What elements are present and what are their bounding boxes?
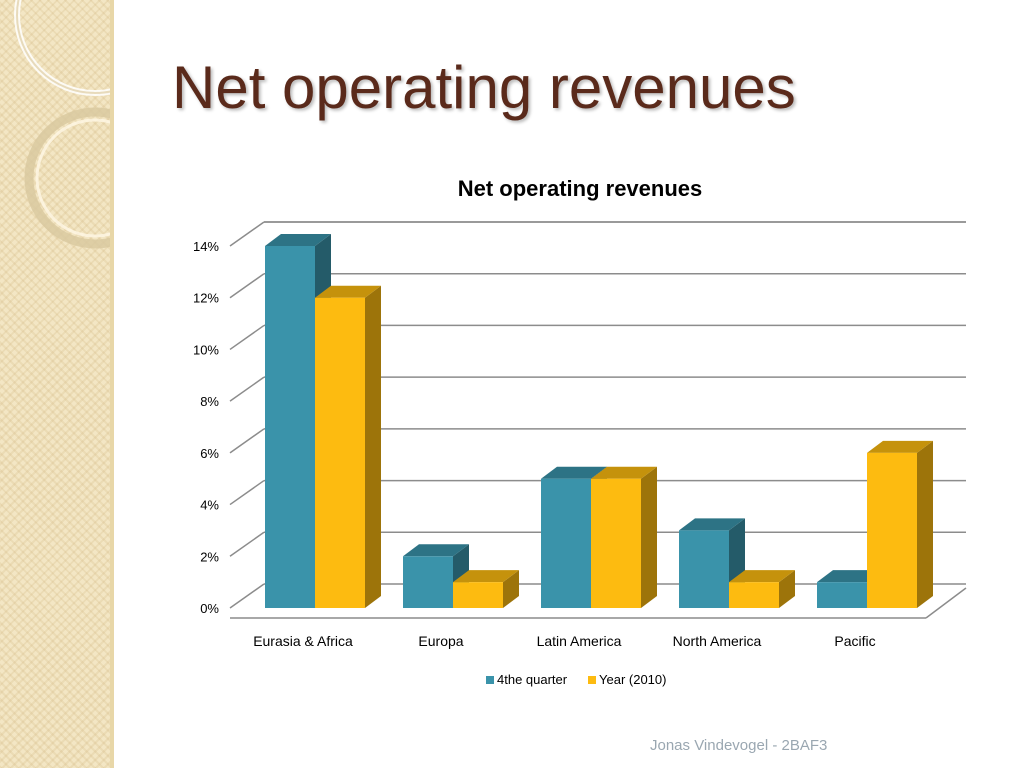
gridline-depth: [229, 531, 265, 557]
y-tick-label: 8%: [200, 394, 219, 409]
bar-side-face: [503, 570, 519, 608]
bar-front-face: [541, 478, 591, 608]
legend-swatch: [486, 676, 494, 684]
bar-quarter-3: [679, 518, 745, 608]
chart-legend: 4the quarter Year (2010): [486, 672, 666, 687]
x-category-label: Pacific: [834, 633, 875, 649]
bar-year-3: [729, 570, 795, 608]
sidebar-decoration: [0, 0, 114, 768]
bar-front-face: [591, 478, 641, 608]
bar-front-face: [867, 452, 917, 608]
bar-front-face: [729, 582, 779, 608]
bar-side-face: [641, 466, 657, 608]
y-tick-label: 4%: [200, 498, 219, 513]
x-category-label: Latin America: [537, 633, 622, 649]
y-tick-label: 0%: [200, 601, 219, 616]
gridline-depth: [229, 479, 265, 506]
bar-year-4: [867, 440, 933, 608]
decorative-rings: [14, 0, 114, 249]
y-tick-label: 12%: [193, 291, 219, 306]
bar-top-face: [453, 570, 519, 583]
decorative-ring-middle-light: [35, 118, 114, 238]
bar-front-face: [265, 246, 315, 608]
bar-year-2: [591, 466, 657, 608]
y-tick-label: 6%: [200, 446, 219, 461]
bar-front-face: [403, 556, 453, 608]
bar-top-face: [591, 466, 657, 479]
gridline-depth: [229, 428, 265, 454]
slide-title: Net operating revenues: [172, 54, 796, 121]
gridline-depth: [229, 324, 265, 351]
floor-side-edge: [925, 587, 967, 619]
y-tick-label: 2%: [200, 549, 219, 564]
gridline-depth: [229, 376, 265, 402]
bar-side-face: [779, 570, 795, 608]
x-category-label: Eurasia & Africa: [253, 633, 353, 649]
bar-front-face: [817, 582, 867, 608]
gridline-depth: [229, 221, 265, 247]
decorative-ring-top-shadow: [16, 0, 114, 94]
y-tick-label: 10%: [193, 342, 219, 357]
bar-side-face: [917, 440, 933, 608]
bar-top-face: [541, 466, 607, 479]
bar-top-face: [817, 570, 883, 583]
bar-top-face: [867, 440, 933, 453]
gridline-depth: [229, 583, 265, 609]
bar-front-face: [679, 530, 729, 608]
bar-top-face: [679, 518, 745, 531]
x-axis-category-labels: Eurasia & Africa Europa Latin America North…: [253, 633, 875, 649]
bar-side-face: [365, 285, 381, 608]
x-category-label: Europa: [418, 633, 463, 649]
bar-front-face: [453, 582, 503, 608]
chart-bars: [265, 234, 933, 608]
bar-year-0: [315, 285, 381, 608]
bar-front-face: [315, 297, 365, 608]
legend-label: 4the quarter: [497, 672, 568, 687]
x-category-label: North America: [673, 633, 762, 649]
chart-title: Net operating revenues: [458, 176, 703, 201]
gridline-depth: [229, 273, 265, 299]
bar-year-1: [453, 570, 519, 608]
legend-swatch: [588, 676, 596, 684]
decorative-ring-middle: [24, 107, 114, 249]
legend-label: Year (2010): [599, 672, 666, 687]
bar-top-face: [265, 234, 331, 246]
y-tick-label: 14%: [193, 239, 219, 254]
y-axis-tick-labels: 0% 2% 4% 6% 8% 10% 12% 14%: [193, 239, 219, 616]
footer-credit: Jonas Vindevogel - 2BAF3: [650, 737, 828, 754]
bar-top-face: [403, 544, 469, 557]
bar-top-face: [729, 570, 795, 583]
sidebar-edge: [110, 0, 114, 768]
bar-top-face: [315, 285, 381, 298]
